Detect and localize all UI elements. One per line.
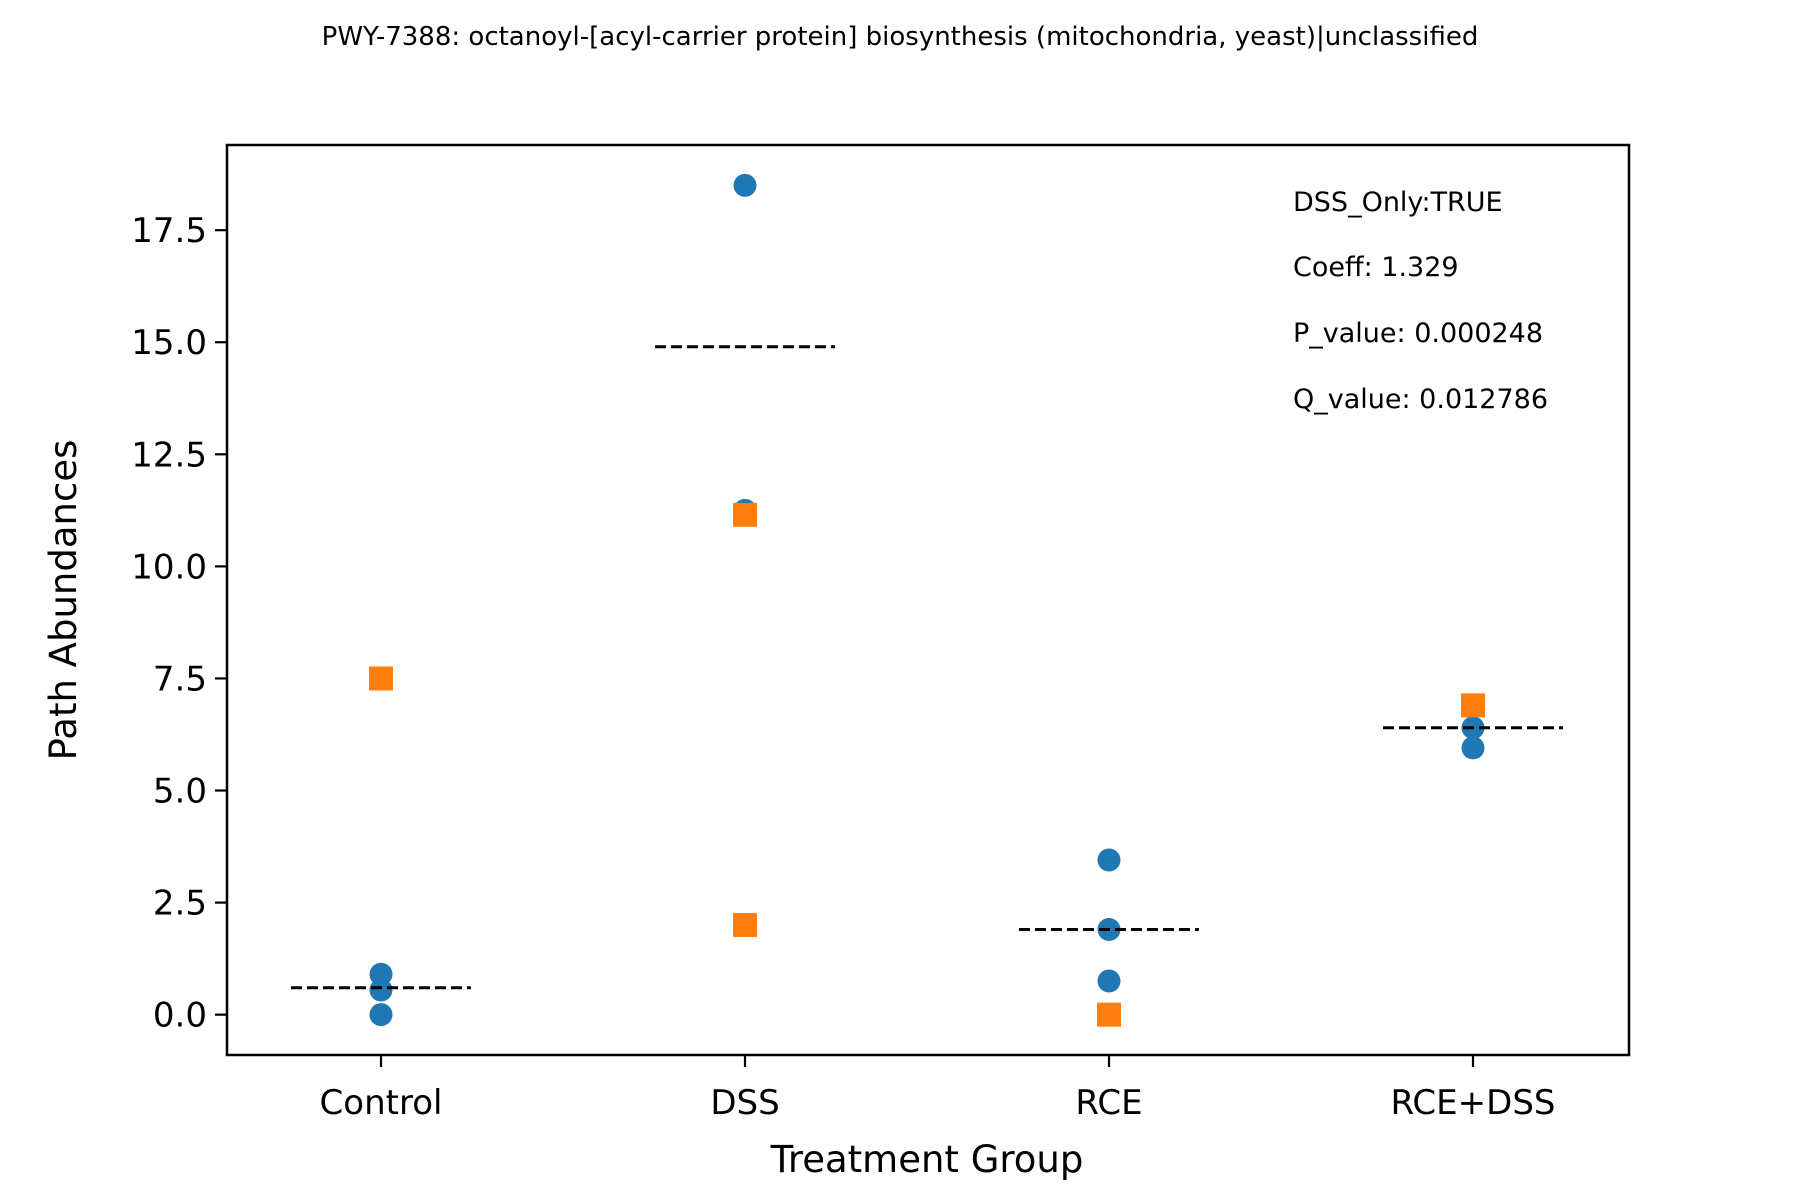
square-marker bbox=[733, 913, 757, 937]
y-tick-label: 0.0 bbox=[153, 996, 207, 1036]
square-marker bbox=[369, 666, 393, 691]
x-axis-label: Treatment Group bbox=[770, 1138, 1084, 1181]
square-marker bbox=[1097, 1002, 1121, 1027]
x-tick-label: Control bbox=[320, 1083, 443, 1123]
circle-marker bbox=[1097, 848, 1121, 872]
circle-marker bbox=[369, 978, 393, 1002]
x-tick-label: RCE+DSS bbox=[1391, 1083, 1556, 1123]
square-marker bbox=[733, 502, 757, 527]
chart-title: PWY-7388: octanoyl-[acyl-carrier protein… bbox=[322, 22, 1479, 52]
y-tick-label: 17.5 bbox=[131, 211, 207, 251]
y-axis-ticks: 0.0 2.5 5.0 7.5 10.0 12.5 15.0 17.5 bbox=[131, 211, 227, 1036]
x-axis-ticks: Control DSS RCE RCE+DSS bbox=[320, 1055, 1556, 1123]
y-tick-label: 10.0 bbox=[131, 547, 207, 587]
plot-frame bbox=[225, 143, 1631, 1057]
plot-marks bbox=[291, 173, 1563, 1027]
x-tick-label: DSS bbox=[710, 1083, 779, 1123]
y-tick-label: 12.5 bbox=[131, 435, 207, 475]
y-tick-label: 15.0 bbox=[131, 323, 207, 363]
x-tick-label: RCE bbox=[1075, 1083, 1142, 1123]
stats-annotations: DSS_Only:TRUE Coeff: 1.329 P_value: 0.00… bbox=[1293, 187, 1548, 415]
circle-marker bbox=[1461, 736, 1485, 760]
circle-marker bbox=[1097, 969, 1121, 993]
y-axis-label: Path Abundances bbox=[42, 440, 85, 761]
y-tick-label: 5.0 bbox=[153, 772, 207, 812]
square-marker bbox=[1461, 693, 1485, 718]
annotation-q-value: Q_value: 0.012786 bbox=[1293, 384, 1548, 415]
annotation-p-value: P_value: 0.000248 bbox=[1293, 318, 1543, 349]
annotation-dss-only: DSS_Only:TRUE bbox=[1293, 187, 1503, 218]
circle-marker bbox=[733, 173, 757, 197]
y-tick-label: 7.5 bbox=[153, 659, 207, 699]
y-tick-label: 2.5 bbox=[153, 884, 207, 924]
annotation-coeff: Coeff: 1.329 bbox=[1293, 252, 1459, 283]
circle-marker bbox=[369, 1003, 393, 1027]
